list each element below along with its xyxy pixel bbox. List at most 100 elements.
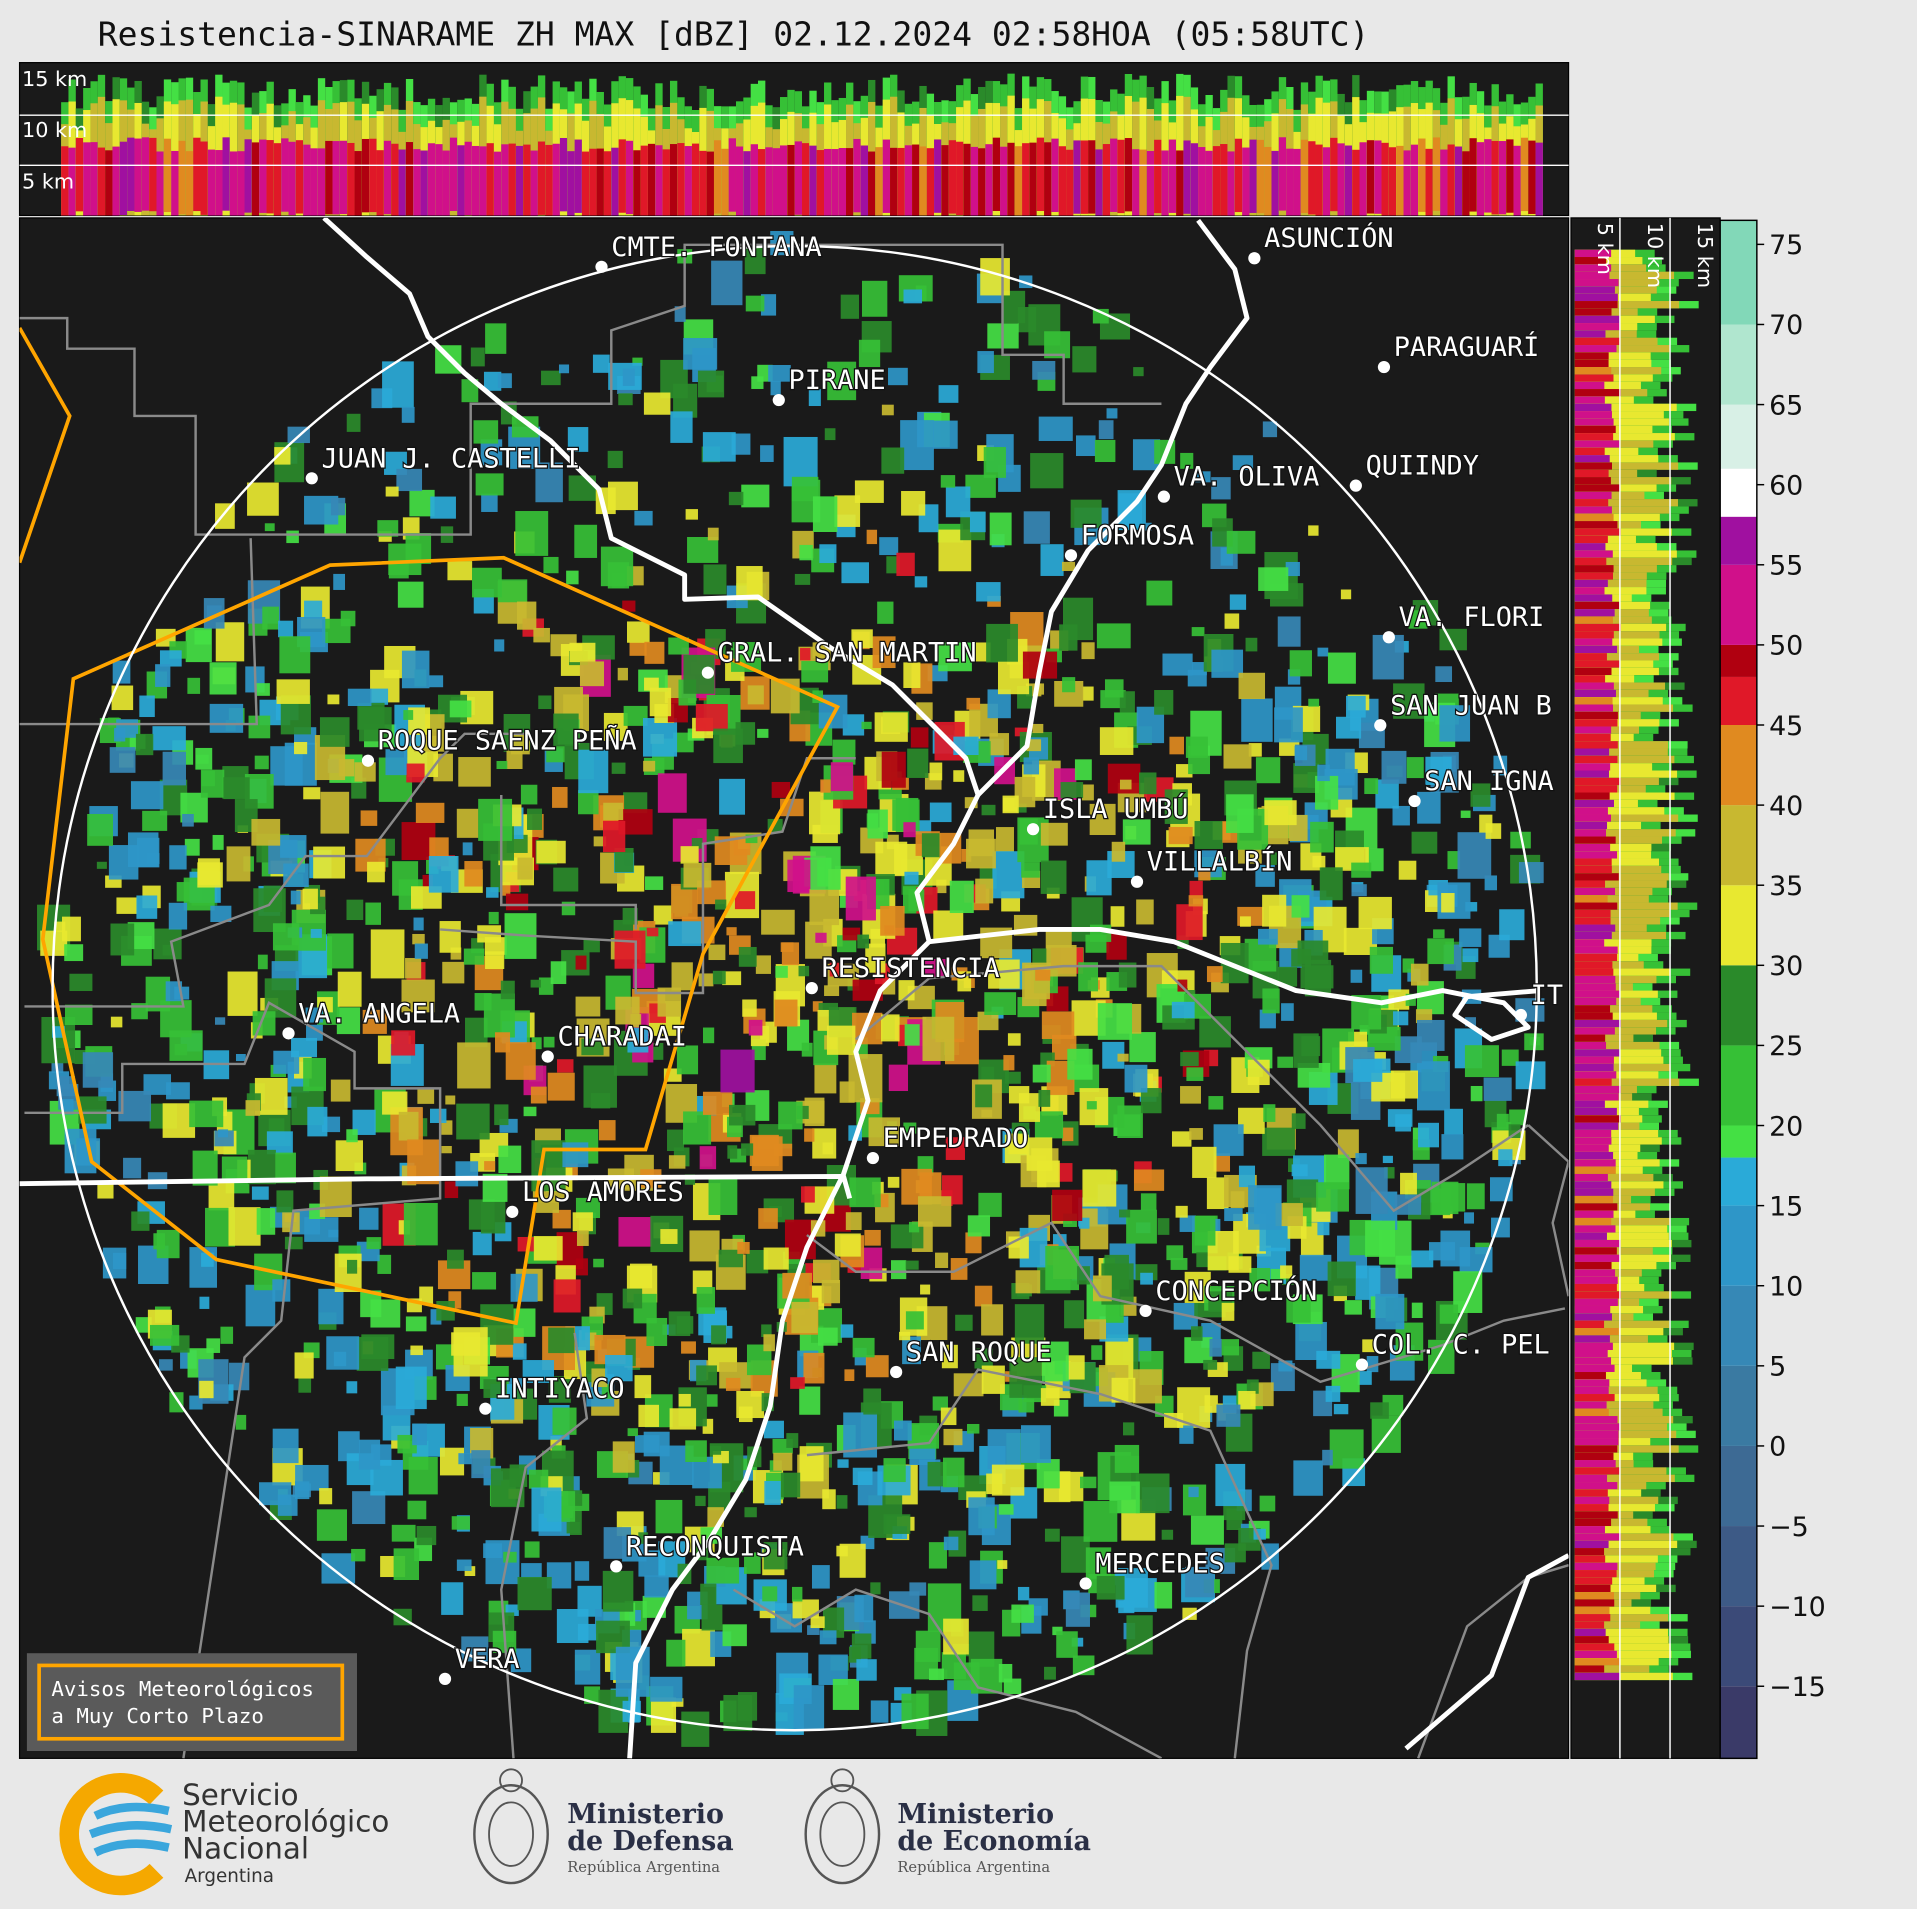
- section-echo: [1220, 144, 1228, 216]
- echo: [1402, 958, 1415, 973]
- echo: [511, 734, 530, 755]
- echo: [506, 749, 523, 769]
- section-echo: [1227, 151, 1235, 216]
- echo: [824, 985, 840, 997]
- echo: [845, 876, 876, 921]
- city-label: SAN JUAN B: [1390, 690, 1552, 721]
- logo-emblem: [488, 1801, 534, 1867]
- section-echo: [1574, 528, 1672, 536]
- section-echo: [1574, 1489, 1608, 1497]
- echo: [870, 1700, 889, 1723]
- echo: [396, 468, 423, 492]
- colorbar-tick-label: −10: [1769, 1592, 1826, 1623]
- echo: [903, 1122, 917, 1134]
- section-echo: [1124, 138, 1133, 212]
- echo: [834, 1233, 861, 1257]
- echo: [744, 1552, 761, 1574]
- section-echo: [420, 150, 428, 216]
- echo: [1046, 944, 1077, 977]
- echo: [1317, 764, 1330, 782]
- section-echo: [589, 148, 597, 216]
- section-echo: [1574, 917, 1661, 925]
- section-echo: [1095, 149, 1103, 216]
- echo: [215, 503, 235, 529]
- echo: [748, 1019, 763, 1036]
- echo: [1291, 1113, 1306, 1129]
- echo: [1164, 789, 1188, 824]
- echo: [521, 1563, 542, 1579]
- echo: [478, 798, 513, 841]
- section-echo: [1574, 968, 1671, 976]
- echo: [678, 1393, 691, 1407]
- city-dot: [595, 260, 608, 273]
- section-echo: [97, 147, 106, 216]
- colorbar-tick-label: 45: [1769, 711, 1803, 742]
- section-echo: [1574, 1188, 1655, 1196]
- section-echo: [1574, 1232, 1669, 1240]
- city-label: ASUNCIÓN: [1264, 222, 1393, 254]
- echo: [1316, 1182, 1349, 1212]
- colorbar-tick-label: 50: [1769, 631, 1803, 662]
- section-echo: [1574, 1570, 1617, 1578]
- section-echo: [1574, 924, 1616, 932]
- echo: [746, 1249, 769, 1274]
- echo: [856, 1659, 877, 1681]
- echo: [702, 1091, 733, 1115]
- echo: [528, 1469, 549, 1489]
- section-echo: [611, 147, 619, 216]
- echo: [1194, 821, 1223, 849]
- echo: [668, 1155, 686, 1169]
- echo: [209, 662, 237, 695]
- section-echo: [1574, 1210, 1614, 1218]
- logo-waves: [88, 1802, 173, 1857]
- echo: [530, 979, 541, 988]
- echo: [761, 909, 795, 935]
- section-echo: [1574, 352, 1651, 360]
- echo: [442, 961, 465, 984]
- section-echo: [1337, 143, 1345, 216]
- echo: [627, 1027, 649, 1053]
- echo: [1118, 962, 1137, 988]
- echo: [505, 893, 529, 911]
- city-dot: [805, 982, 818, 995]
- section-echo: [655, 145, 663, 216]
- echo: [543, 1036, 555, 1048]
- echo: [1082, 686, 1094, 701]
- section-echo: [1574, 1357, 1673, 1365]
- echo: [413, 917, 424, 931]
- echo: [1111, 841, 1126, 862]
- echo: [809, 889, 840, 926]
- section-echo: [1574, 1614, 1611, 1622]
- echo: [974, 1348, 993, 1369]
- echo: [1364, 778, 1379, 795]
- echo: [689, 1230, 720, 1262]
- echo: [644, 677, 659, 691]
- echo: [989, 733, 1010, 756]
- echo: [276, 1190, 294, 1213]
- echo: [1168, 826, 1193, 845]
- echo: [110, 923, 135, 956]
- section-echo: [1574, 645, 1618, 654]
- section-echo: [391, 143, 399, 216]
- echo: [1299, 1254, 1332, 1281]
- section-echo: [1574, 1137, 1662, 1145]
- echo: [228, 1362, 250, 1391]
- height-label: 5 km: [22, 170, 74, 194]
- section-echo: [1469, 138, 1477, 212]
- echo: [1416, 981, 1444, 1015]
- echo: [811, 1565, 830, 1589]
- echo: [905, 1260, 919, 1270]
- echo: [1123, 1422, 1135, 1436]
- section-echo: [1574, 711, 1618, 720]
- echo: [881, 1014, 900, 1042]
- echo: [1392, 805, 1410, 826]
- city-label: JUAN J. CASTELLI: [322, 443, 581, 474]
- echo: [655, 1499, 683, 1534]
- section-echo: [1574, 1401, 1654, 1409]
- echo: [763, 1542, 788, 1570]
- echo: [638, 1532, 649, 1544]
- echo: [1092, 1275, 1112, 1302]
- echo: [722, 1624, 747, 1647]
- section-echo: [1574, 1217, 1612, 1226]
- echo: [1040, 822, 1068, 846]
